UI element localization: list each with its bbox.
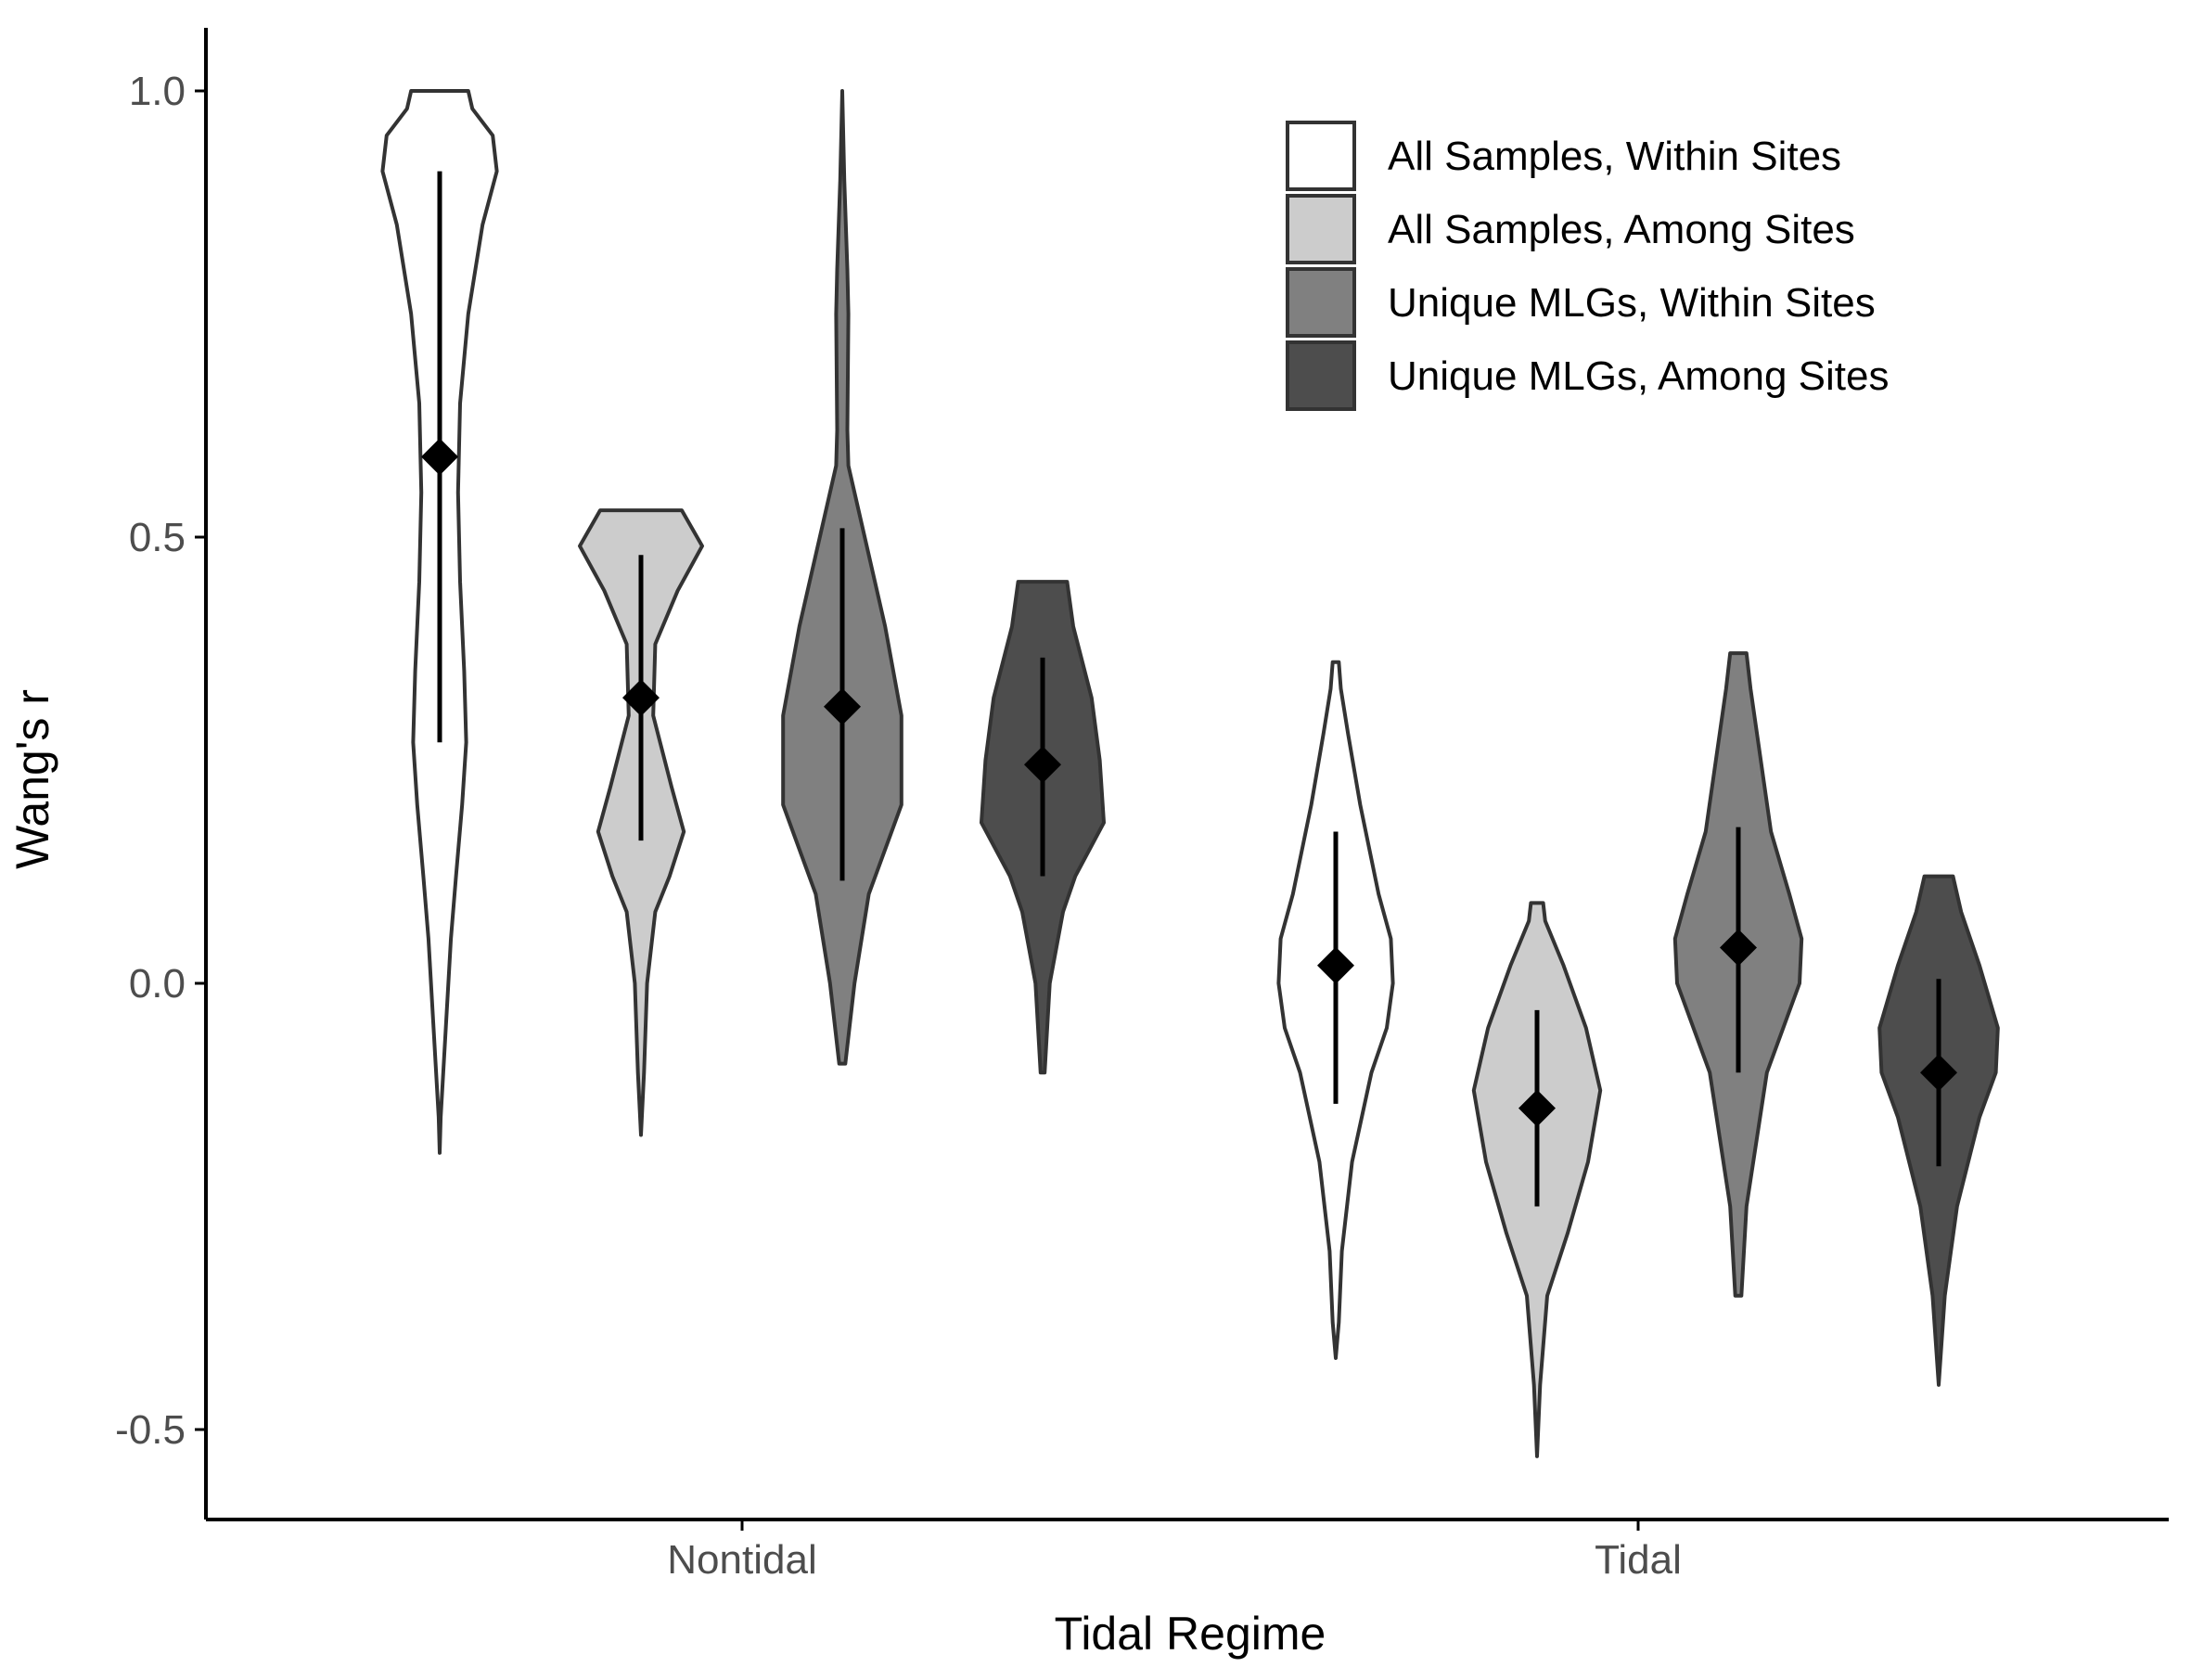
mean-point-unique-mlgs-within-sites-tidal: [1720, 929, 1757, 967]
y-axis-title: Wang's r: [6, 689, 58, 869]
legend-label-all-samples-among-sites: All Samples, Among Sites: [1388, 207, 1855, 252]
plot-area: [380, 89, 2000, 1458]
y-tick-label: 1.0: [129, 69, 186, 114]
x-axis-title: Tidal Regime: [1055, 1608, 1326, 1660]
mean-point-unique-mlgs-among-sites-nontidal: [1024, 746, 1061, 784]
mean-point-unique-mlgs-among-sites-tidal: [1920, 1054, 1957, 1092]
legend-label-unique-mlgs-among-sites: Unique MLGs, Among Sites: [1388, 353, 1889, 399]
y-tick-label: 0.0: [129, 961, 186, 1007]
mean-point-unique-mlgs-within-sites-nontidal: [824, 687, 861, 725]
legend: All Samples, Within Sites All Samples, Am…: [1286, 121, 1889, 411]
x-tick-label-nontidal: Nontidal: [667, 1537, 816, 1583]
x-tick-label-tidal: Tidal: [1595, 1537, 1682, 1583]
y-tick-label: 0.5: [129, 515, 186, 560]
mean-point-all-samples-among-sites-tidal: [1518, 1089, 1556, 1127]
legend-key-all-samples-among-sites: [1286, 194, 1356, 264]
legend-key-unique-mlgs-among-sites: [1286, 340, 1356, 411]
y-tick-label: -0.5: [115, 1407, 186, 1453]
legend-key-all-samples-within-sites: [1286, 121, 1356, 191]
legend-key-unique-mlgs-within-sites: [1286, 267, 1356, 338]
mean-point-all-samples-within-sites-nontidal: [421, 438, 458, 476]
mean-point-all-samples-within-sites-tidal: [1317, 946, 1354, 984]
mean-point-all-samples-among-sites-nontidal: [622, 679, 660, 717]
legend-label-unique-mlgs-within-sites: Unique MLGs, Within Sites: [1388, 280, 1876, 326]
legend-label-all-samples-within-sites: All Samples, Within Sites: [1388, 134, 1841, 179]
axes: 1.0 0.5 0.0 -0.5 Nontidal Tidal: [115, 28, 2169, 1583]
